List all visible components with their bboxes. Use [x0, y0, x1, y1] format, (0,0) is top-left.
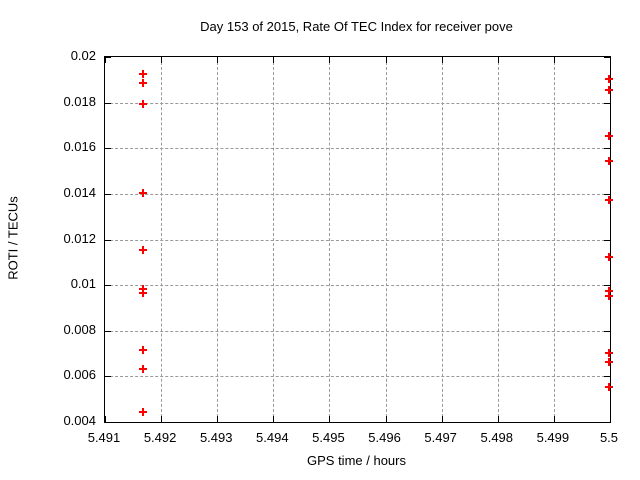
x-axis-tick — [385, 416, 387, 422]
x-axis-tick — [553, 416, 555, 422]
x-axis-tick — [497, 57, 499, 63]
y-gridline — [105, 239, 610, 241]
y-axis-tick — [604, 285, 610, 287]
x-axis-tick — [161, 57, 163, 63]
y-axis-tick — [105, 285, 111, 287]
data-point — [139, 284, 148, 293]
x-tick-label: 5.498 — [480, 430, 514, 445]
y-axis-tick — [604, 422, 610, 423]
x-axis-tick — [329, 57, 331, 63]
x-axis-tick — [329, 416, 331, 422]
x-axis-tick — [610, 416, 611, 422]
y-tick-label: 0.018 — [63, 93, 96, 109]
x-axis-tick — [441, 416, 443, 422]
x-axis-tick — [217, 57, 219, 63]
data-point — [139, 364, 148, 373]
x-axis-tick — [273, 416, 275, 422]
data-point — [605, 195, 613, 204]
y-axis-tick — [604, 193, 610, 195]
x-axis-tick — [105, 57, 106, 63]
y-axis-tick — [105, 193, 111, 195]
y-tick-label: 0.016 — [63, 139, 96, 155]
y-axis-tick — [105, 102, 111, 104]
x-tick-label: 5.491 — [87, 430, 121, 445]
x-axis-tick — [385, 57, 387, 63]
x-tick-label: 5.493 — [199, 430, 233, 445]
data-point — [605, 131, 613, 140]
x-axis-title: GPS time / hours — [307, 453, 406, 468]
y-gridline — [105, 376, 610, 378]
data-point — [605, 286, 613, 295]
data-point — [605, 86, 613, 95]
y-tick-label: 0.012 — [63, 230, 96, 246]
y-axis-tick — [105, 57, 111, 58]
x-axis-tick — [441, 57, 443, 63]
y-tick-label: 0.004 — [63, 413, 96, 428]
data-point — [139, 407, 148, 416]
y-axis-tick — [604, 239, 610, 241]
y-axis-tick — [105, 376, 111, 378]
y-axis-tick — [604, 330, 610, 332]
x-axis-tick — [273, 57, 275, 63]
y-axis-tick — [105, 148, 111, 150]
x-tick-label: 5.494 — [256, 430, 289, 445]
y-axis-tick — [604, 102, 610, 104]
x-axis-tick — [105, 416, 106, 422]
plot-area — [104, 56, 611, 423]
data-point — [139, 99, 148, 108]
data-point — [605, 291, 613, 300]
y-tick-label: 0.014 — [63, 184, 96, 200]
y-gridline — [105, 193, 610, 195]
data-point — [139, 346, 148, 355]
y-axis-tick — [604, 57, 610, 58]
y-tick-label: 0.006 — [63, 367, 96, 383]
y-gridline — [105, 285, 610, 287]
y-gridline — [105, 102, 610, 104]
data-point — [605, 74, 613, 83]
y-tick-label: 0.02 — [70, 48, 96, 63]
data-point — [139, 70, 148, 79]
y-tick-label: 0.01 — [70, 276, 96, 292]
data-point — [605, 348, 613, 357]
data-point — [605, 156, 613, 165]
chart-title: Day 153 of 2015, Rate Of TEC Index for r… — [200, 19, 513, 34]
x-tick-label: 5.495 — [312, 430, 345, 445]
data-point — [605, 382, 613, 391]
y-tick-label: 0.008 — [63, 321, 96, 337]
data-point — [139, 188, 148, 197]
x-axis-tick — [161, 416, 163, 422]
y-axis-tick — [105, 422, 111, 423]
x-tick-label: 5.496 — [368, 430, 401, 445]
data-point — [139, 79, 148, 88]
y-axis-tick — [604, 148, 610, 150]
x-axis-tick — [553, 57, 555, 63]
y-axis-title: ROTI / TECUs — [5, 196, 21, 280]
data-point — [139, 245, 148, 254]
data-point — [139, 289, 148, 298]
x-tick-label: 5.497 — [424, 430, 457, 445]
x-axis-tick — [610, 57, 611, 63]
y-axis-tick — [604, 376, 610, 378]
y-gridline — [105, 330, 610, 332]
x-tick-label: 5.5 — [599, 430, 619, 445]
y-axis-tick — [105, 330, 111, 332]
x-tick-label: 5.492 — [143, 430, 177, 445]
data-point — [605, 252, 613, 261]
y-axis-tick — [105, 239, 111, 241]
data-point — [605, 357, 613, 366]
x-axis-tick — [217, 416, 219, 422]
x-axis-tick — [497, 416, 499, 422]
x-tick-label: 5.499 — [536, 430, 570, 445]
y-gridline — [105, 148, 610, 150]
